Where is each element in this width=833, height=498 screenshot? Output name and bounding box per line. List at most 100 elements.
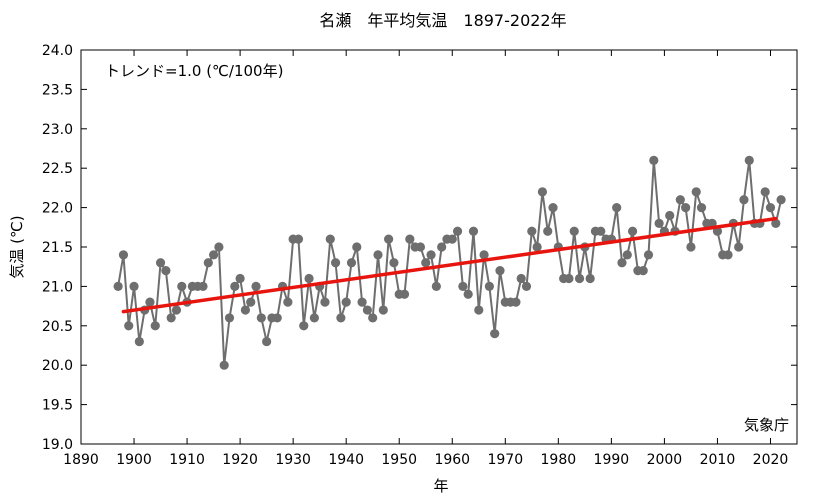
data-point <box>373 250 383 260</box>
data-point <box>251 281 261 291</box>
y-tick-label: 19.5 <box>42 398 73 414</box>
data-point <box>129 281 139 291</box>
data-point <box>150 321 160 331</box>
data-point <box>649 155 659 165</box>
data-point <box>638 266 648 276</box>
x-tick-label: 1950 <box>381 452 417 468</box>
data-point <box>574 273 585 284</box>
data-point <box>617 258 627 268</box>
data-point <box>368 313 378 323</box>
data-point <box>320 297 330 307</box>
data-point <box>421 258 431 268</box>
x-tick-label: 2000 <box>647 452 683 468</box>
data-point <box>378 305 388 315</box>
x-tick-label: 1940 <box>328 452 364 468</box>
data-point <box>357 297 367 307</box>
data-point <box>532 242 542 252</box>
data-point <box>474 305 484 315</box>
y-tick-label: 19.0 <box>42 437 73 453</box>
data-point <box>643 250 654 260</box>
y-tick-label: 20.0 <box>42 358 73 374</box>
trend-annotation: トレンド=1.0 (℃/100年) <box>105 62 283 80</box>
data-point <box>256 313 266 323</box>
y-tick-label: 23.5 <box>42 82 73 98</box>
data-point <box>744 155 754 165</box>
data-point <box>564 273 574 284</box>
trend-group <box>121 216 778 314</box>
y-tick-label: 24.0 <box>42 43 73 59</box>
data-point <box>511 297 521 307</box>
data-point <box>203 258 213 268</box>
x-tick-label: 1900 <box>116 452 152 468</box>
data-point <box>484 281 494 291</box>
data-point <box>691 187 701 197</box>
data-point <box>490 329 500 339</box>
data-point <box>516 273 526 284</box>
data-point <box>654 218 664 228</box>
data-point <box>734 242 744 252</box>
data-point <box>330 258 341 268</box>
x-tick-label: 1970 <box>487 452 523 468</box>
data-point <box>696 203 707 213</box>
data-point <box>527 226 537 236</box>
y-tick-label: 23.0 <box>42 122 73 138</box>
x-tick-label: 1930 <box>275 452 311 468</box>
data-point <box>585 273 595 284</box>
data-point <box>665 210 675 221</box>
data-point <box>246 297 256 307</box>
data-point <box>447 234 457 244</box>
data-point <box>198 281 208 291</box>
data-point <box>113 281 123 291</box>
data-point <box>495 266 505 276</box>
data-point <box>134 336 144 347</box>
data-point <box>124 321 134 331</box>
data-point <box>230 281 240 291</box>
data-point <box>596 226 606 236</box>
y-tick-label: 22.5 <box>42 161 73 177</box>
data-point <box>293 234 304 244</box>
data-point <box>622 250 632 260</box>
series-line <box>117 160 783 366</box>
data-point <box>224 313 235 323</box>
data-point <box>325 234 335 244</box>
data-point <box>437 242 447 252</box>
data-point <box>240 305 251 315</box>
x-axis-label: 年 <box>433 477 448 495</box>
x-axis: 1890 1900 1910 1920 1930 1940 1950 1960 1970 1980… <box>63 50 788 468</box>
data-point <box>681 203 691 213</box>
data-point <box>686 242 696 252</box>
y-tick-label: 21.5 <box>42 240 73 256</box>
x-tick-label: 1980 <box>541 452 577 468</box>
data-point <box>346 258 357 268</box>
data-point <box>675 195 685 205</box>
data-point <box>299 321 309 331</box>
y-axis-label: 気温 (℃) <box>8 215 26 278</box>
data-point <box>458 281 468 291</box>
data-point <box>362 305 372 315</box>
y-tick-label: 22.0 <box>42 201 73 217</box>
data-point <box>399 289 410 299</box>
trend-line <box>121 216 778 314</box>
data-point <box>537 187 548 197</box>
chart-title: 名瀬 年平均気温 1897-2022年 <box>319 11 566 30</box>
data-point <box>415 242 426 252</box>
data-point <box>543 226 553 236</box>
data-point <box>426 250 436 260</box>
data-point <box>118 250 129 260</box>
data-point <box>177 281 187 291</box>
data-point <box>771 218 781 228</box>
data-point <box>760 187 770 197</box>
x-tick-label: 1910 <box>169 452 205 468</box>
data-point <box>463 289 473 299</box>
data-point <box>336 313 346 323</box>
data-point <box>431 281 441 291</box>
data-point <box>219 360 229 370</box>
data-point <box>166 313 176 323</box>
data-point <box>171 305 182 315</box>
data-point <box>384 234 394 244</box>
data-point <box>262 336 272 347</box>
data-point <box>155 258 166 268</box>
y-axis: 19.0 19.5 20.0 20.5 21.0 21.5 22.0 22.5 23.0 23.5… <box>42 43 797 453</box>
data-point <box>283 297 293 307</box>
series-group <box>113 155 786 370</box>
